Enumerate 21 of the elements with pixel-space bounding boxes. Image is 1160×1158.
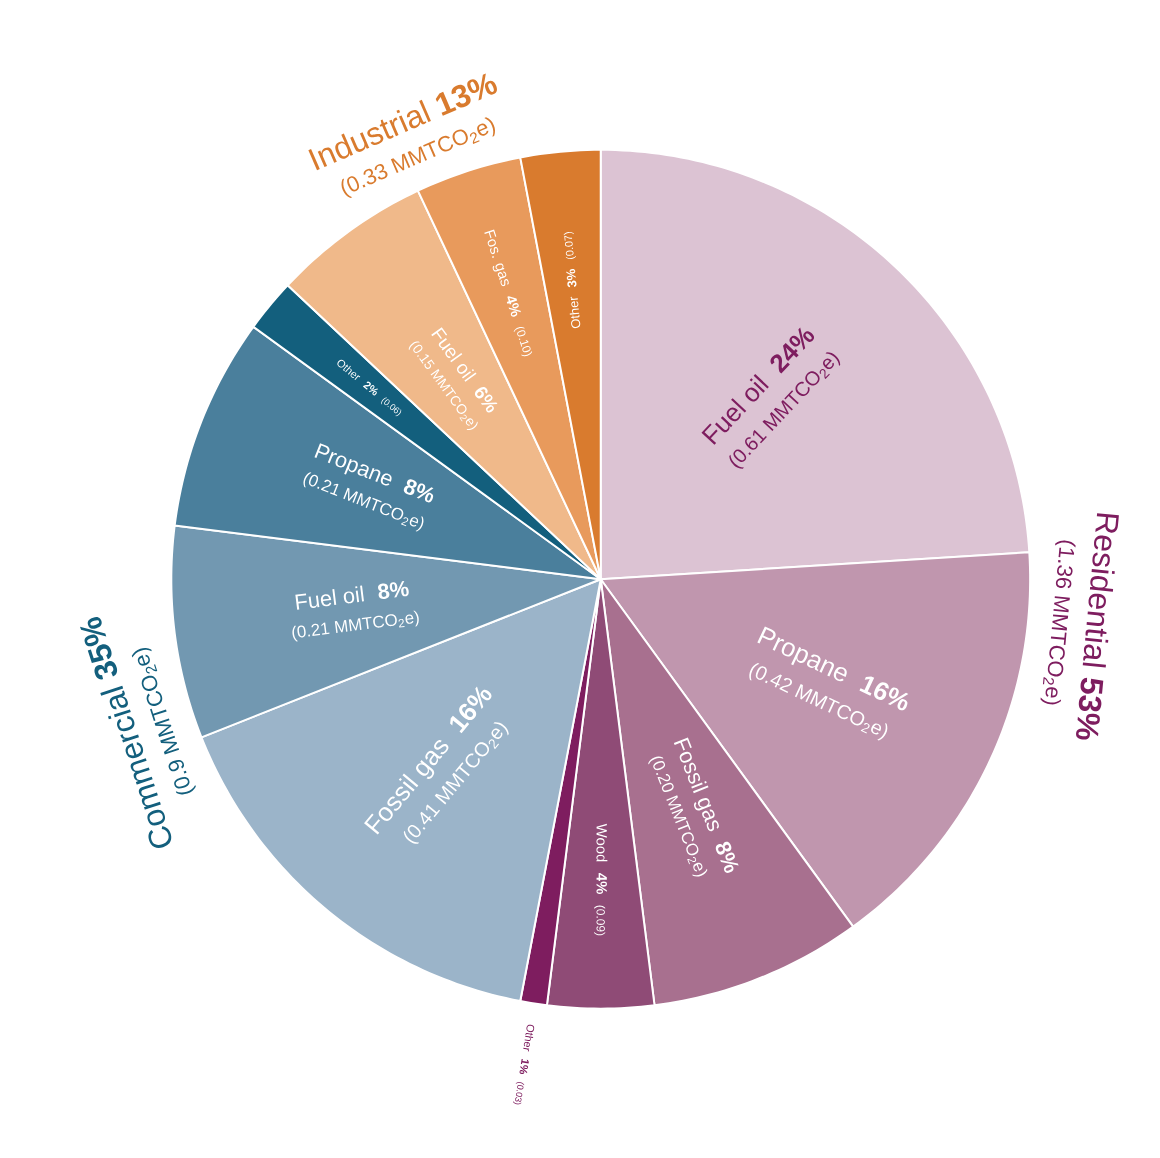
slice-label: Fos. gas: [484, 229, 509, 287]
slice-label: Other: [569, 296, 581, 328]
data-label: 4%: [596, 872, 607, 894]
data-label: 6%: [474, 386, 498, 413]
text: (0.03): [512, 1082, 525, 1105]
slice-label: Fuel oil: [295, 585, 364, 610]
text: Residential 53%: [1076, 512, 1119, 740]
data-label: 3%: [566, 268, 577, 288]
text: (1.36 MMTCO$_{2}$e): [1040, 540, 1076, 705]
data-label: 8%: [403, 479, 434, 503]
data-label: 4%: [506, 296, 521, 317]
slice-label: Wood: [596, 823, 608, 862]
data-label: 8%: [715, 841, 739, 873]
data-label: 1%: [519, 1058, 529, 1074]
text: (0.07): [563, 231, 577, 259]
text: (0.21 MMTCO$_{2}$e): [292, 610, 419, 642]
text: (0.10): [513, 326, 533, 356]
data-label: 8%: [378, 580, 409, 599]
text: (0.09): [594, 905, 606, 936]
data-label: 2%: [362, 381, 379, 396]
slice-label: Other: [523, 1024, 535, 1052]
